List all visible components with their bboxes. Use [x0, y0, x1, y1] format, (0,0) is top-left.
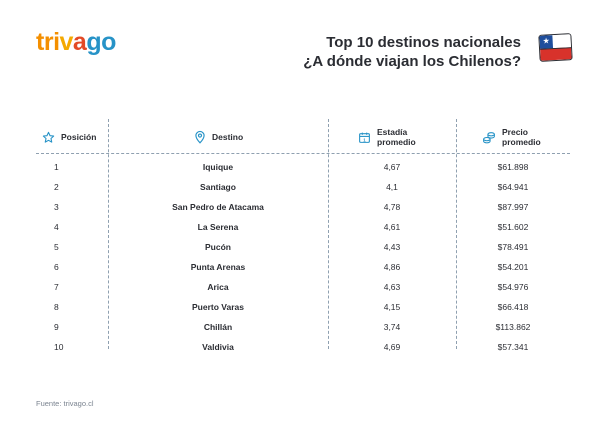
price-cell: $57.341 [497, 342, 529, 352]
logo-letter: r [43, 28, 54, 56]
page-title: Top 10 destinos nacionales ¿A dónde viaj… [303, 33, 521, 71]
destinations-table: Posición Destino 1 Estadía promedio Prec… [36, 119, 570, 357]
table-row: 7 Arica 4,63 $54.976 [36, 277, 570, 297]
price-cell: $51.602 [497, 222, 529, 232]
price-cell: $54.201 [497, 262, 529, 272]
destination-cell: Punta Arenas [190, 262, 246, 272]
destination-cell: Iquique [202, 162, 234, 172]
table-header: Posición Destino 1 Estadía promedio Prec… [36, 121, 570, 154]
price-cell: $54.976 [497, 282, 529, 292]
destination-cell: Arica [207, 282, 229, 292]
table-row: 3 San Pedro de Atacama 4,78 $87.997 [36, 197, 570, 217]
destination-cell: La Serena [197, 222, 239, 232]
logo-letter: g [86, 28, 102, 56]
destination-cell: San Pedro de Atacama [172, 202, 264, 212]
star-icon [42, 131, 55, 144]
table-row: 6 Punta Arenas 4,86 $54.201 [36, 257, 570, 277]
location-pin-icon [194, 130, 206, 144]
logo-letter: v [59, 28, 74, 56]
stay-cell: 4,63 [383, 282, 401, 292]
stay-cell: 4,61 [383, 222, 401, 232]
table-row: 5 Pucón 4,43 $78.491 [36, 237, 570, 257]
logo-letter: o [101, 28, 116, 56]
logo-letter: a [72, 28, 87, 56]
position-cell: 9 [54, 322, 59, 332]
column-label-line-1: Precio [502, 127, 528, 137]
position-cell: 1 [54, 162, 59, 172]
logo-letter: t [36, 28, 44, 56]
price-cell: $64.941 [497, 182, 529, 192]
logo-letter: i [53, 28, 60, 56]
column-divider [456, 119, 457, 349]
position-cell: 7 [54, 282, 59, 292]
table-body: 1 Iquique 4,67 $61.898 2 Santiago 4,1 $64.941 3 S… [36, 154, 570, 357]
destination-cell: Puerto Varas [192, 302, 244, 312]
title-line-2: ¿A dónde viajan los Chilenos? [303, 53, 521, 70]
calendar-icon: 1 [358, 131, 371, 144]
destination-cell: Chillán [203, 322, 233, 332]
column-divider [328, 119, 329, 349]
price-cell: $61.898 [497, 162, 529, 172]
column-label: Destino [212, 132, 244, 142]
column-label-line-1: Estadía [377, 127, 408, 137]
table-row: 9 Chillán 3,74 $113.862 [36, 317, 570, 337]
stay-cell: 4,15 [383, 302, 401, 312]
table-row: 8 Puerto Varas 4,15 $66.418 [36, 297, 570, 317]
price-cell: $113.862 [495, 322, 531, 332]
table-row: 2 Santiago 4,1 $64.941 [36, 177, 570, 197]
title-line-1: Top 10 destinos nacionales [326, 34, 521, 51]
stay-cell: 3,74 [383, 322, 401, 332]
position-cell: 2 [54, 182, 59, 192]
column-header-destination: Destino [194, 121, 243, 153]
stay-cell: 4,1 [386, 182, 398, 192]
svg-text:1: 1 [363, 137, 366, 142]
stay-cell: 4,69 [383, 342, 401, 352]
trivago-logo: trivago [36, 28, 116, 57]
destination-cell: Valdivia [202, 342, 234, 352]
stay-cell: 4,86 [383, 262, 401, 272]
column-label-line-2: promedio [377, 137, 416, 147]
column-label-line-2: promedio [502, 137, 541, 147]
table-row: 4 La Serena 4,61 $51.602 [36, 217, 570, 237]
position-cell: 8 [54, 302, 59, 312]
stay-cell: 4,78 [383, 202, 401, 212]
chile-flag-icon: ★ [538, 33, 573, 62]
position-cell: 3 [54, 202, 59, 212]
table-row: 10 Valdivia 4,69 $57.341 [36, 337, 570, 357]
position-cell: 4 [54, 222, 59, 232]
position-cell: 6 [54, 262, 59, 272]
position-cell: 10 [54, 342, 64, 352]
coins-icon [482, 131, 496, 144]
column-header-price: Precio promedio [482, 121, 541, 153]
price-cell: $87.997 [497, 202, 529, 212]
destination-cell: Pucón [205, 242, 231, 252]
position-cell: 5 [54, 242, 59, 252]
column-header-position: Posición [42, 121, 96, 153]
source-note: Fuente: trivago.cl [36, 399, 94, 408]
price-cell: $78.491 [497, 242, 529, 252]
table-row: 1 Iquique 4,67 $61.898 [36, 157, 570, 177]
column-label: Posición [61, 132, 97, 142]
price-cell: $66.418 [497, 302, 529, 312]
column-header-stay: 1 Estadía promedio [358, 121, 416, 153]
column-divider [108, 119, 109, 349]
destination-cell: Santiago [200, 182, 236, 192]
stay-cell: 4,43 [383, 242, 401, 252]
stay-cell: 4,67 [383, 162, 401, 172]
